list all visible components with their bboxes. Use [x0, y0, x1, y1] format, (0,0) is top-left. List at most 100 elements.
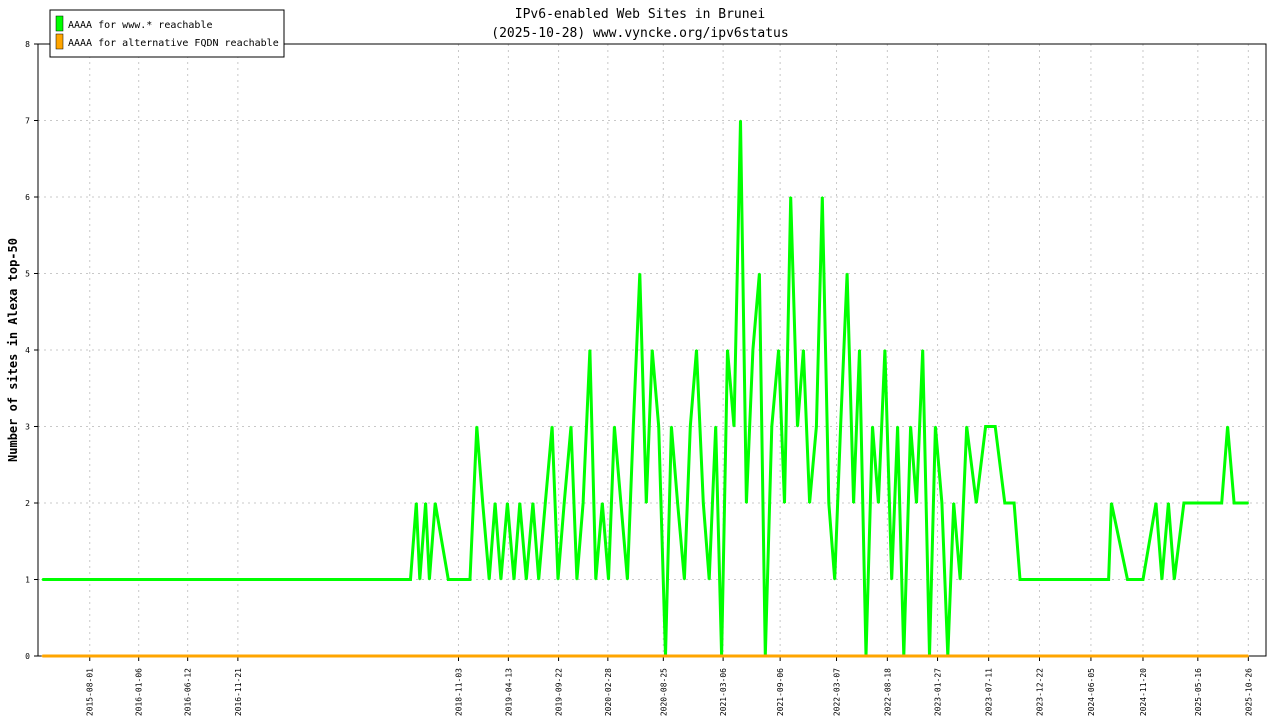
data-point: [1173, 578, 1176, 581]
x-tick-label: 2023-12-22: [1035, 668, 1044, 716]
data-point: [1013, 502, 1015, 504]
x-tick-label: 2019-04-13: [504, 668, 513, 716]
data-point: [702, 502, 705, 504]
x-tick-label: 2023-01-27: [934, 668, 943, 716]
data-point: [1110, 502, 1113, 504]
data-point: [1247, 655, 1250, 657]
legend-label-www: AAAA for www.* reachable: [68, 20, 213, 31]
data-point: [557, 578, 559, 581]
y-tick-label: 5: [25, 270, 30, 279]
data-point: [921, 349, 924, 351]
x-tick-label: 2016-01-06: [135, 668, 144, 716]
data-point: [708, 578, 710, 581]
x-tick-label: 2024-11-20: [1139, 668, 1148, 716]
data-point: [613, 425, 616, 428]
data-point: [733, 425, 735, 428]
x-tick-label: 2023-07-11: [985, 668, 994, 716]
x-tick-label: 2022-03-07: [833, 668, 842, 716]
data-point: [409, 578, 412, 581]
data-point: [532, 502, 534, 504]
data-point: [984, 425, 987, 428]
data-point: [428, 578, 431, 581]
data-point: [607, 578, 610, 581]
y-tick-label: 8: [25, 40, 30, 49]
data-point: [1142, 578, 1144, 581]
data-point: [789, 196, 792, 198]
y-tick-label: 4: [25, 346, 30, 355]
data-point: [537, 578, 540, 581]
data-point: [846, 272, 848, 275]
data-point: [1041, 578, 1044, 581]
data-point: [959, 578, 961, 581]
series-line-0: [42, 120, 1249, 657]
data-point: [758, 272, 761, 275]
legend: AAAA for www.* reachable AAAA for altern…: [49, 9, 285, 58]
data-point: [965, 425, 968, 428]
legend-label-alt: AAAA for alternative FQDN reachable: [68, 38, 279, 49]
x-tick-label: 2025-10-26: [1244, 668, 1253, 716]
data-point: [447, 578, 450, 581]
data-point: [475, 425, 478, 428]
y-tick-label: 0: [25, 652, 30, 661]
data-point: [1211, 502, 1213, 504]
legend-swatch-alt: [55, 33, 64, 50]
data-point: [525, 578, 528, 581]
data-point: [469, 578, 471, 581]
x-tick-label: 2019-09-22: [555, 668, 564, 716]
data-point: [1107, 578, 1110, 581]
data-point: [739, 119, 742, 122]
data-point: [745, 502, 748, 504]
data-point: [752, 349, 754, 351]
data-point: [626, 578, 629, 581]
data-point: [941, 502, 943, 504]
data-point: [434, 502, 437, 504]
data-point: [821, 196, 824, 198]
data-point: [570, 425, 572, 428]
data-point: [695, 349, 698, 351]
data-point: [1060, 578, 1062, 581]
data-point: [1126, 578, 1129, 581]
data-point: [890, 578, 893, 581]
data-point: [632, 425, 635, 428]
data-point: [415, 502, 418, 504]
data-point: [815, 425, 818, 428]
data-point: [670, 425, 673, 428]
data-point: [1201, 502, 1204, 504]
data-point: [582, 502, 584, 504]
data-point: [418, 578, 421, 581]
data-point: [714, 425, 717, 428]
data-point: [462, 578, 465, 581]
x-tick-label: 2020-08-25: [659, 668, 668, 716]
data-point: [519, 502, 521, 504]
x-tick-label: 2020-02-28: [604, 668, 613, 716]
data-point: [589, 349, 591, 351]
data-point: [1226, 425, 1229, 428]
chart-subtitle: (2025-10-28) www.vyncke.org/ipv6status: [491, 26, 788, 41]
y-tick-label: 3: [25, 423, 30, 432]
data-point: [858, 349, 861, 351]
x-tick-label: 2025-05-16: [1194, 668, 1203, 716]
data-point: [1019, 578, 1021, 581]
data-point: [651, 349, 653, 351]
data-point: [620, 502, 622, 504]
data-point: [915, 502, 918, 504]
x-tick-label: 2024-06-05: [1087, 668, 1096, 716]
data-point: [796, 425, 799, 428]
x-ticks: 2015-08-01 2016-01-06 2016-06-12 2016-11-21…: [86, 656, 1253, 716]
data-point: [975, 502, 978, 504]
x-tick-label: 2021-09-06: [776, 668, 785, 716]
data-point: [41, 578, 44, 581]
data-point: [657, 425, 660, 428]
data-point: [1088, 578, 1091, 581]
data-point: [1167, 502, 1170, 504]
data-point: [676, 502, 679, 504]
data-point: [551, 425, 553, 428]
data-point: [871, 425, 874, 428]
data-point: [638, 272, 641, 275]
data-point: [839, 425, 842, 428]
data-point: [513, 578, 515, 581]
data-point: [934, 425, 937, 428]
x-tick-label: 2016-06-12: [184, 668, 193, 716]
